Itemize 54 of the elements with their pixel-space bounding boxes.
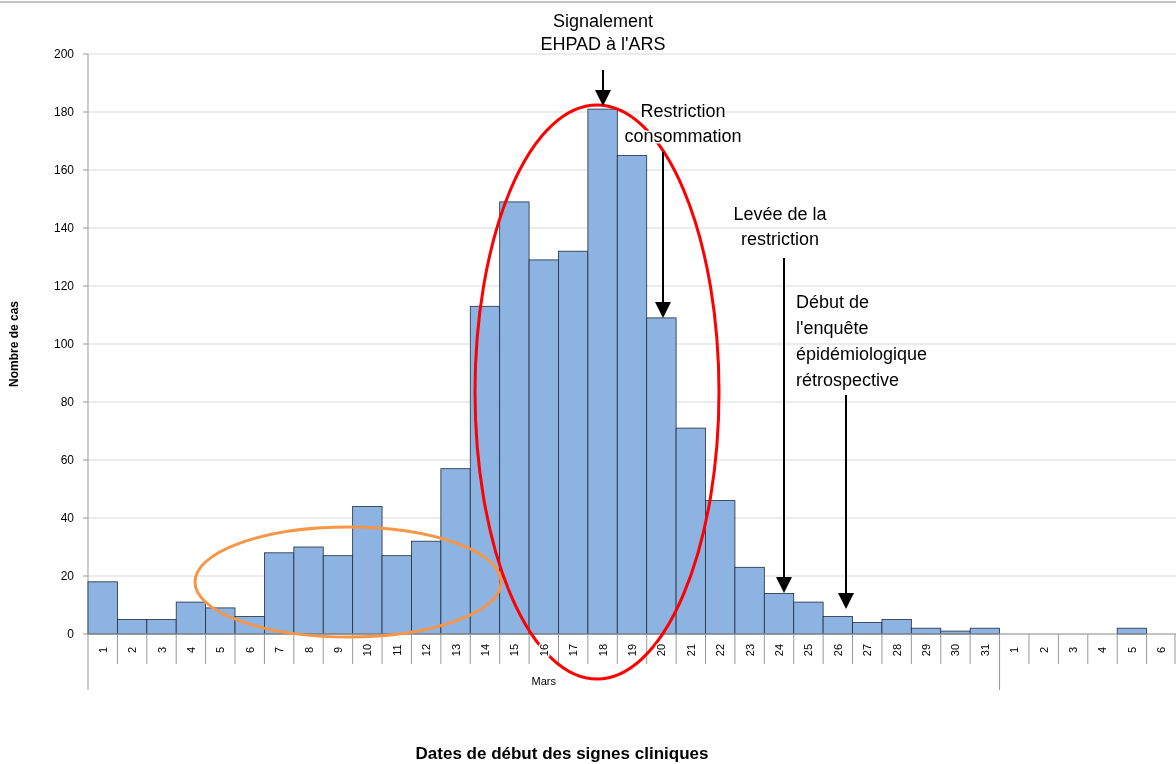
x-tick-label: 27 [861,643,874,657]
x-tick-label: 1 [96,646,109,654]
text: Mars [531,675,557,687]
y-tick-label: 120 [53,279,75,293]
x-tick-label: 25 [802,643,815,657]
y-tick-label: 100 [53,337,75,351]
y-tick-label: 200 [53,47,75,61]
x-tick-label: 6 [1155,646,1168,654]
x-tick-label: 5 [214,646,227,654]
x-tick-label: 1 [1008,646,1021,654]
x-tick-label: 22 [714,643,727,657]
x-tick-label: 3 [155,646,168,654]
annotation: Signalement EHPAD à l'ARS [540,11,666,54]
x-tick-label: 5 [1125,646,1138,654]
x-tick-label: 31 [978,643,991,657]
y-axis-title: Nombre de cas [7,300,21,388]
y-tick-label: 140 [53,221,75,235]
x-tick-label: 14 [478,643,491,657]
x-tick-label: 19 [626,643,638,657]
x-tick-label: 24 [773,643,786,657]
y-tick-label: 0 [67,627,75,641]
x-tick-label: 11 [390,644,403,656]
x-tick-label: 8 [302,646,315,654]
x-tick-label: 4 [184,646,197,654]
x-tick-label: 15 [508,643,521,657]
x-tick-label: 13 [449,643,462,657]
x-tick-label: 4 [1096,646,1109,654]
y-tick-label: 40 [60,511,75,525]
x-tick-label: 2 [126,646,139,654]
x-tick-label: 9 [331,646,344,654]
x-tick-label: 12 [420,643,433,657]
text: Dates de début des signes cliniques [415,744,709,763]
annotation: Début de l'enquête épidémiologique rétrospective [796,292,928,390]
y-tick-label: 180 [53,105,75,119]
x-tick-label: 7 [273,646,286,654]
x-tick-label: 26 [831,643,844,657]
x-tick-label: 18 [596,643,609,657]
x-tick-label: 17 [567,643,580,657]
x-tick-label: 29 [920,643,933,657]
x-tick-label: 3 [1067,646,1080,654]
y-tick-label: 160 [53,163,75,177]
y-tick-label: 80 [60,395,75,409]
x-tick-label: 16 [537,643,550,657]
annotation: Levée de la restriction [733,204,828,249]
x-tick-label: 23 [743,643,756,657]
y-tick-label: 60 [60,453,75,467]
x-tick-label: 28 [890,643,903,657]
x-tick-label: 21 [684,643,697,657]
x-tick-label: 2 [1037,646,1050,654]
x-tick-label: 10 [361,643,374,657]
y-tick-label: 20 [60,569,75,583]
x-tick-label: 20 [655,643,668,657]
x-tick-label: 30 [949,643,962,657]
x-tick-label: 6 [243,646,256,654]
